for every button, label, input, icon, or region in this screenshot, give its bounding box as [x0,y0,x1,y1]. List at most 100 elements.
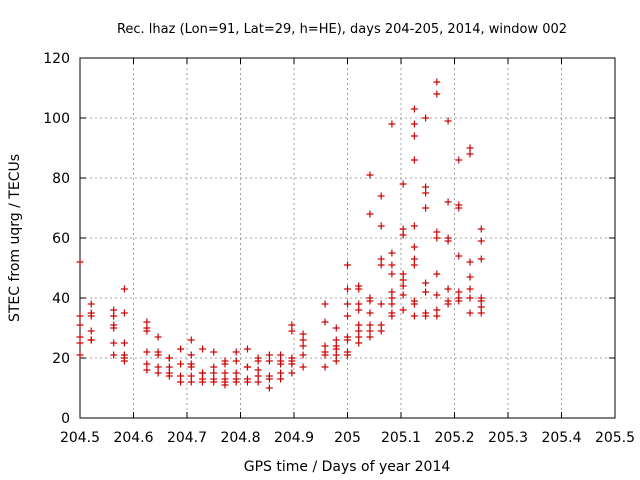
data-point [177,360,185,368]
x-tick-label: 204.8 [220,430,260,446]
data-point [87,336,95,344]
y-axis-label: STEC from uqrg / TECUs [7,154,23,322]
data-point [254,378,262,386]
data-point [466,144,474,152]
data-point [477,303,485,311]
x-tick-label: 205.4 [541,430,581,446]
data-point [265,357,273,365]
data-point [344,351,351,359]
data-point [422,204,430,212]
y-tick-label: 60 [52,231,70,247]
data-point [444,285,452,293]
data-point [422,183,430,191]
data-point [410,312,418,320]
data-point [254,357,262,365]
y-tick-label: 120 [43,51,70,67]
data-point [377,192,385,200]
data-point [355,327,363,335]
data-point [466,150,474,158]
data-point [265,351,273,359]
x-tick-label: 205.1 [381,430,421,446]
data-point [355,333,363,341]
data-point [288,321,296,329]
data-point [265,375,273,383]
data-point [410,105,418,113]
data-point [254,372,262,380]
data-point [332,336,340,344]
data-point [221,369,229,377]
x-tick-label: 205.5 [595,430,635,446]
data-point [466,258,474,266]
data-point [76,333,84,341]
data-point [410,255,418,263]
data-point [410,243,418,251]
data-point [388,120,396,128]
data-point [377,222,385,230]
data-point [154,363,162,371]
data-point [477,255,485,263]
data-point [187,336,195,344]
data-point [455,297,463,305]
data-point [299,351,307,359]
data-point [377,255,385,263]
data-point [299,342,307,350]
data-point [433,90,441,98]
data-point [377,321,385,329]
data-point [165,354,173,362]
data-point [399,180,407,188]
data-point [422,114,430,122]
data-point [254,366,262,374]
data-point [110,324,118,332]
data-point [388,294,396,302]
data-point [243,378,251,386]
data-point [355,321,363,329]
data-point [422,189,430,197]
data-point [120,309,128,317]
data-point [332,324,340,332]
data-point [444,198,452,206]
data-point [355,285,363,293]
y-tick-label: 80 [52,171,70,187]
data-point [288,327,296,335]
x-tick-label: 205.3 [488,430,528,446]
data-point [433,228,441,236]
data-point [377,300,385,308]
x-tick-label: 205.2 [434,430,474,446]
data-point [366,210,374,218]
data-point [288,369,296,377]
data-point [288,360,296,368]
data-point [410,222,418,230]
data-point [110,339,118,347]
data-point [444,237,452,245]
data-point [477,309,485,317]
data-point [120,357,128,365]
data-point [444,117,452,125]
data-point [344,261,351,269]
data-point [243,363,251,371]
data-point [433,270,441,278]
data-point [388,300,396,308]
data-point [120,339,128,347]
data-point [187,363,195,371]
data-point [466,285,474,293]
x-tick-label: 205 [334,430,361,446]
data-point [399,306,407,314]
data-point [399,276,407,284]
data-point [76,312,84,320]
data-point [455,252,463,260]
data-point [199,378,207,386]
data-point [410,300,418,308]
data-point [410,120,418,128]
data-point [210,363,218,371]
data-point [344,285,351,293]
data-point [366,297,374,305]
data-point [165,372,173,380]
data-point [466,273,474,281]
data-point [366,327,374,335]
data-point [143,360,151,368]
data-point [388,270,396,278]
data-point [177,378,185,386]
data-point [299,330,307,338]
data-point [455,204,463,212]
data-point [444,300,452,308]
